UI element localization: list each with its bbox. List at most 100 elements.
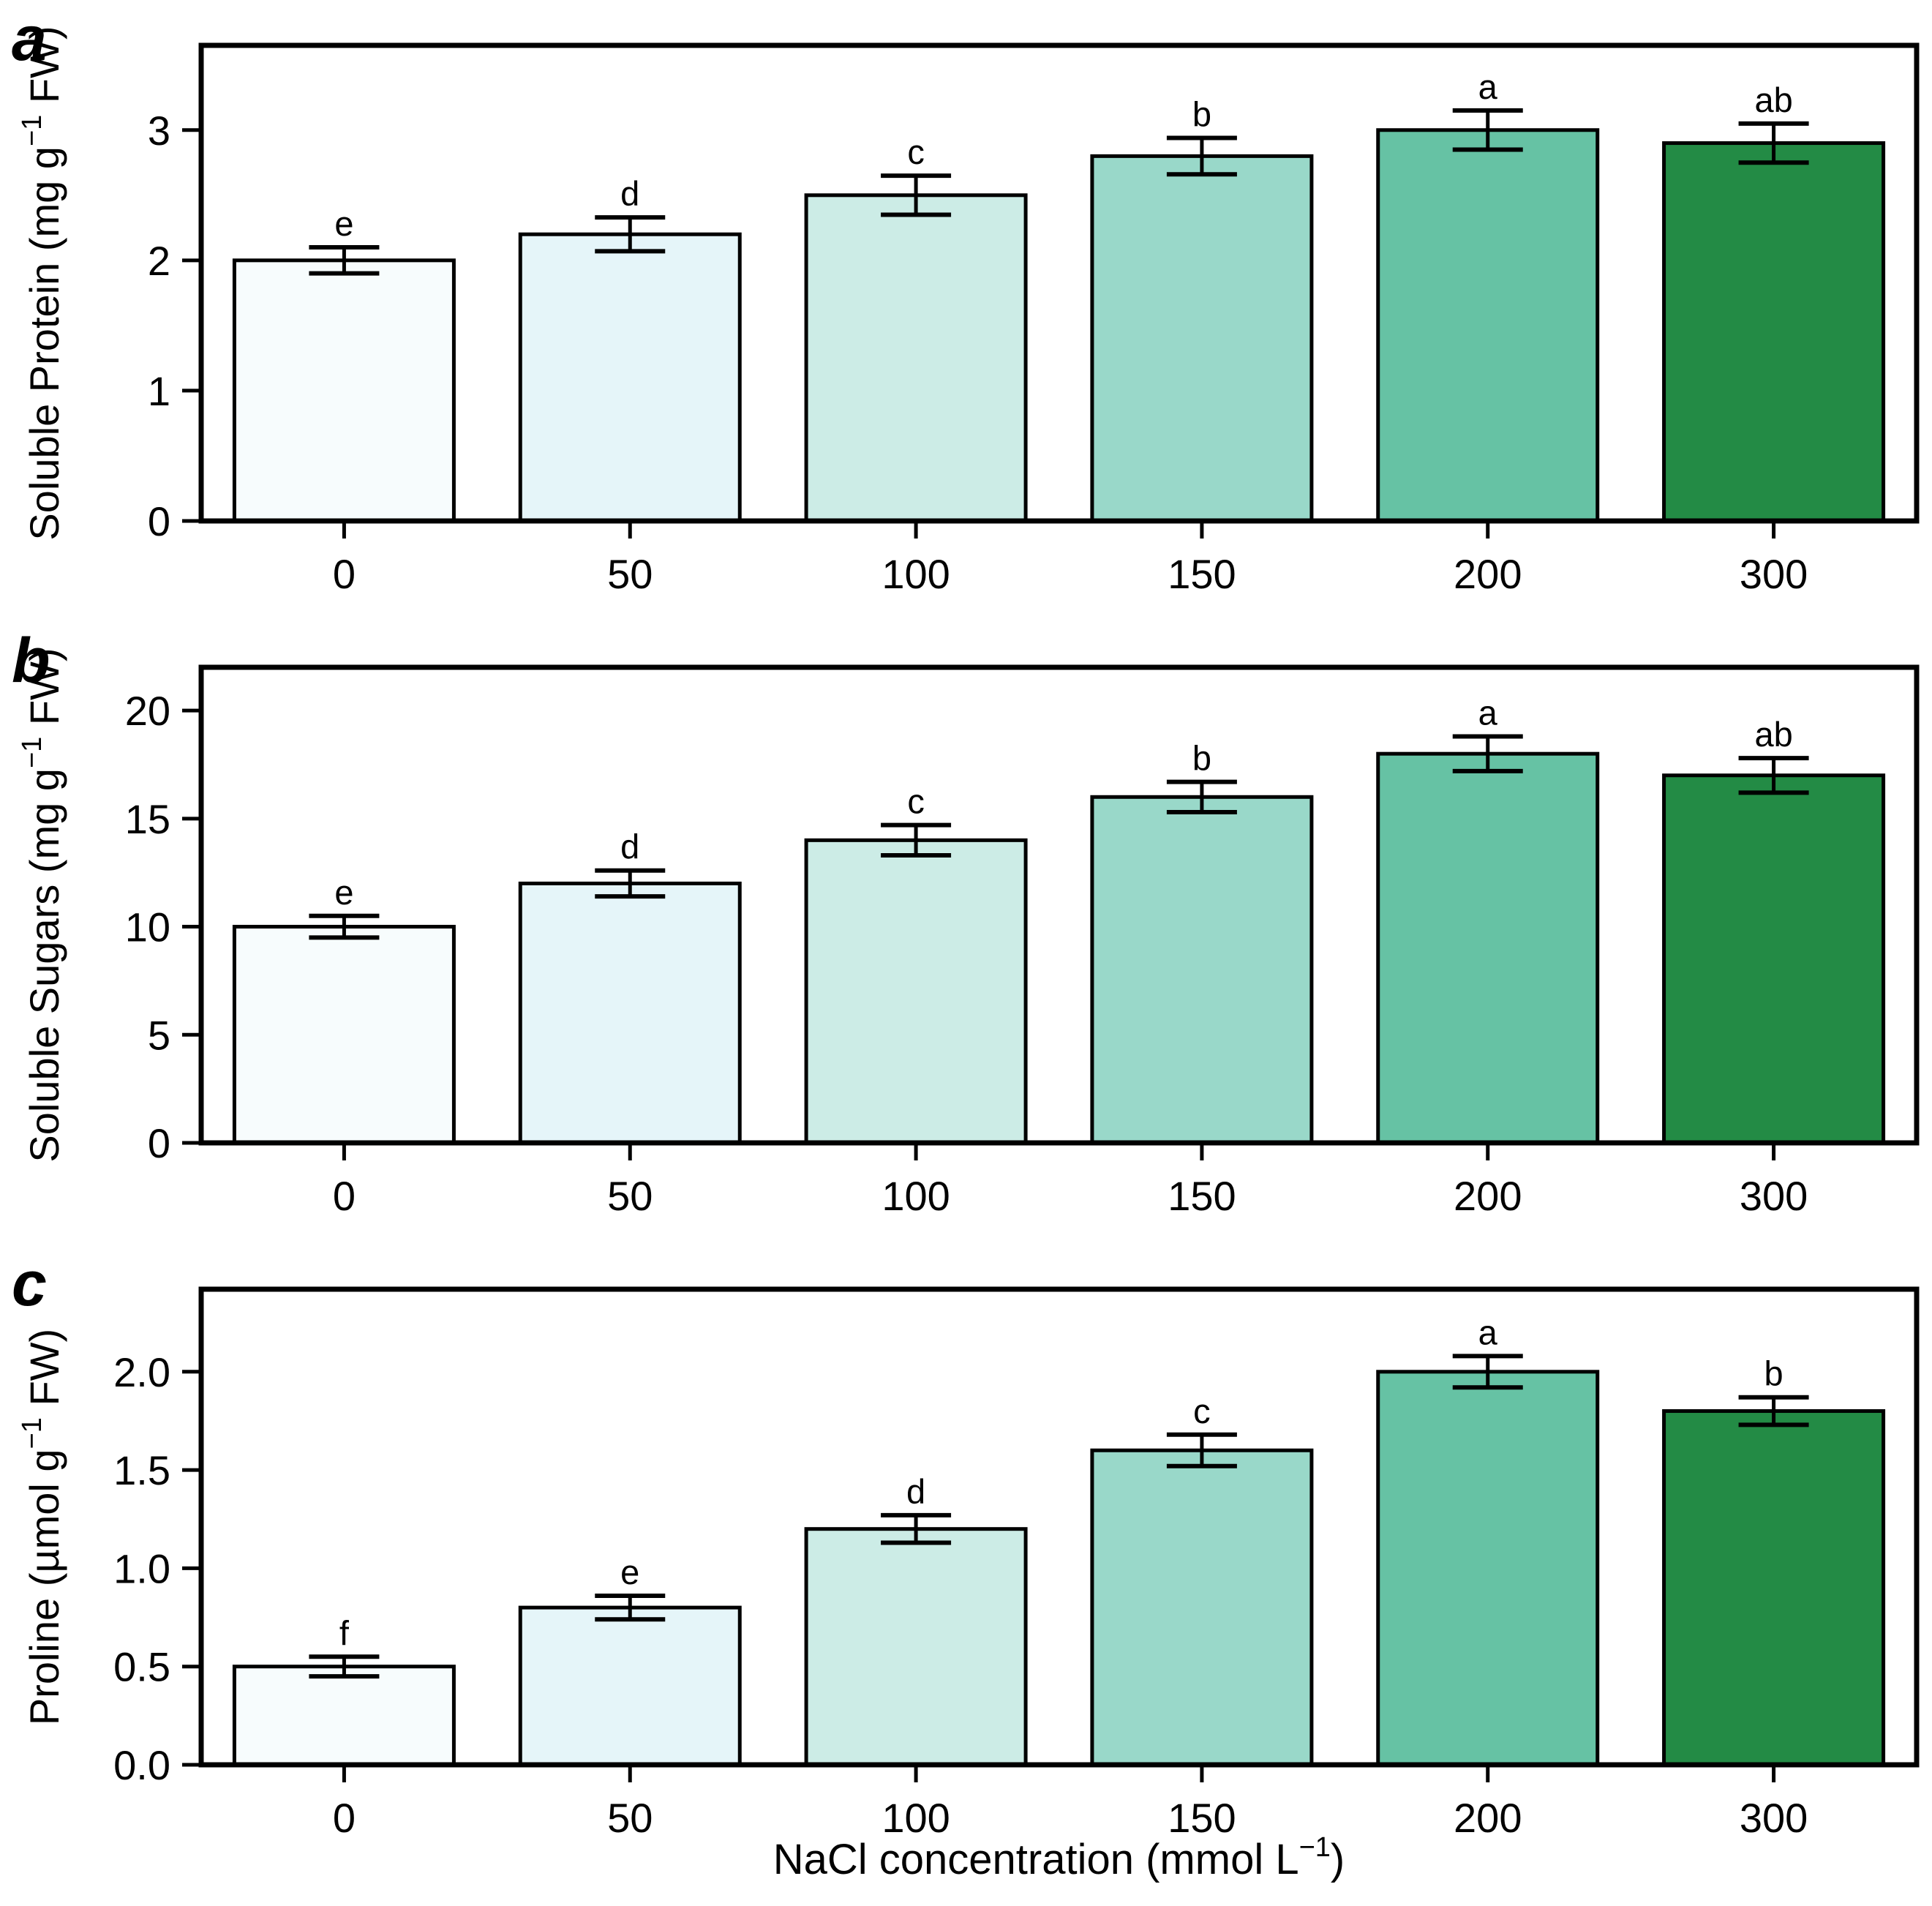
sig-letter: a (1478, 67, 1498, 106)
bar (1662, 1409, 1886, 1767)
sig-letter: b (1192, 739, 1211, 778)
y-tick-label: 1.5 (113, 1447, 170, 1493)
y-tick-label: 0.5 (113, 1644, 170, 1690)
y-tick-label: 5 (148, 1012, 170, 1058)
error-bar (1452, 1354, 1523, 1390)
x-axis-title-superscript: −1 (1298, 1832, 1331, 1864)
sig-letter: d (620, 174, 639, 213)
x-tick-label: 200 (1454, 1173, 1522, 1219)
y-axis-label: Soluble Protein (mg g−1 FW) (17, 26, 67, 540)
sig-letter: b (1764, 1354, 1783, 1393)
bar (518, 232, 742, 523)
error-bar (1738, 121, 1809, 165)
sig-letter: d (906, 1472, 925, 1511)
bar (1090, 154, 1314, 523)
y-tick-label: 0 (148, 498, 170, 544)
y-axis-label: Proline (µmol g−1 FW) (17, 1329, 67, 1725)
sig-letter: b (1192, 94, 1211, 133)
bar (804, 193, 1028, 523)
y-tick-label: 20 (125, 688, 170, 734)
sig-letter: c (907, 782, 925, 821)
bar (1662, 141, 1886, 523)
chart-panel-b: 0 5 10 15 20 Soluble Sugars (mg g−1 FW) e 0 d 50 c… (17, 648, 1920, 1219)
chart-panel-c: 0.0 0.5 1.0 1.5 2.0 Proline (µmol g−1 FW) f 0 e 5… (17, 1286, 1920, 1841)
bar (804, 1527, 1028, 1767)
x-tick-label: 50 (607, 1173, 653, 1219)
bar (232, 1665, 456, 1767)
error-bar (1738, 1395, 1809, 1427)
plot-frame (198, 42, 1920, 524)
bar (804, 838, 1028, 1145)
panel-label-b: b (12, 626, 50, 696)
bar (1090, 1448, 1314, 1767)
bar (518, 1605, 742, 1767)
x-tick-label: 50 (607, 551, 653, 597)
x-tick-label: 150 (1168, 1795, 1236, 1841)
x-tick-label: 100 (882, 1173, 950, 1219)
error-bar (595, 868, 666, 899)
error-bar (881, 173, 952, 217)
y-tick-label: 10 (125, 904, 170, 950)
error-bar (309, 245, 380, 276)
sig-letter: f (339, 1613, 350, 1652)
x-tick-label: 150 (1168, 1173, 1236, 1219)
x-axis-title-part: NaCl concentration (mmol L (773, 1836, 1299, 1883)
bar (1376, 1370, 1600, 1767)
bar (518, 881, 742, 1145)
sig-letter: a (1478, 1313, 1498, 1351)
x-tick-label: 300 (1740, 551, 1808, 597)
sig-letter: e (620, 1553, 639, 1591)
x-tick-label: 50 (607, 1795, 653, 1841)
panel-label-c: c (12, 1249, 47, 1319)
error-bar (1452, 734, 1523, 773)
error-bar (1166, 779, 1237, 814)
x-tick-label: 100 (882, 551, 950, 597)
error-bar (309, 1654, 380, 1679)
x-tick-label: 300 (1740, 1795, 1808, 1841)
sig-letter: a (1478, 694, 1498, 732)
x-axis-title-part: ) (1330, 1836, 1345, 1883)
x-tick-label: 200 (1454, 1795, 1522, 1841)
error-bar (1166, 1432, 1237, 1468)
error-bar (1452, 108, 1523, 152)
sig-letter: ab (1754, 715, 1792, 754)
y-tick-label: 0.0 (113, 1742, 170, 1788)
sig-letter: c (1193, 1392, 1211, 1430)
bar (232, 258, 456, 523)
x-axis-title: NaCl concentration (mmol L−1) (201, 1832, 1917, 1884)
x-tick-label: 100 (882, 1795, 950, 1841)
bar (1376, 128, 1600, 523)
y-tick-label: 1 (148, 368, 170, 414)
error-bar (1738, 756, 1809, 795)
y-tick-label: 2 (148, 238, 170, 284)
y-tick-label: 0 (148, 1120, 170, 1166)
error-bar (881, 1512, 952, 1545)
error-bar (881, 822, 952, 858)
y-tick-label: 2.0 (113, 1349, 170, 1395)
bar (1662, 773, 1886, 1145)
x-tick-label: 300 (1740, 1173, 1808, 1219)
x-tick-label: 0 (333, 551, 356, 597)
error-bar (595, 215, 666, 254)
y-axis-label: Soluble Sugars (mg g−1 FW) (17, 648, 67, 1162)
y-tick-label: 15 (125, 796, 170, 842)
chart-panel-a: 0 1 2 3 Soluble Protein (mg g−1 FW) e 0 d 50 c 100… (17, 26, 1920, 597)
x-axis-title-text: NaCl concentration (mmol L−1) (773, 1832, 1345, 1883)
sig-letter: e (334, 204, 353, 243)
bar (232, 925, 456, 1145)
bar (1090, 795, 1314, 1145)
error-bar (1166, 135, 1237, 177)
sig-letter: ab (1754, 80, 1792, 119)
plot-frame (198, 1286, 1920, 1768)
x-tick-label: 0 (333, 1795, 356, 1841)
x-tick-label: 200 (1454, 551, 1522, 597)
plot-frame (198, 664, 1920, 1146)
bar (1376, 751, 1600, 1145)
sig-letter: c (907, 132, 925, 171)
sig-letter: e (334, 873, 353, 912)
error-bar (595, 1594, 666, 1622)
panel-label-a: a (12, 4, 47, 74)
error-bar (309, 913, 380, 940)
x-tick-label: 150 (1168, 551, 1236, 597)
